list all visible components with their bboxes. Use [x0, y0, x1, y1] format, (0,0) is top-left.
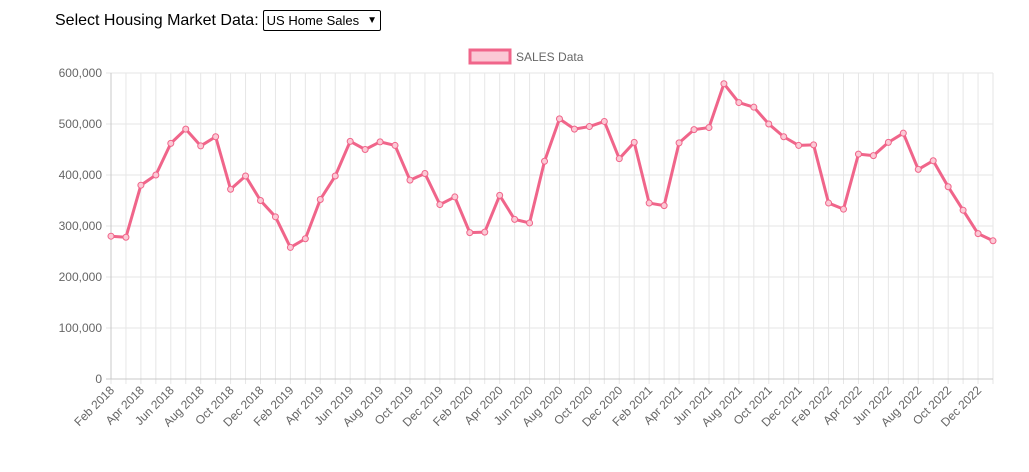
data-point[interactable]: [391, 141, 399, 149]
data-point[interactable]: [152, 171, 160, 179]
y-tick-label: 200,000: [59, 270, 103, 284]
legend-label: SALES Data: [516, 50, 584, 64]
data-point[interactable]: [600, 117, 608, 125]
data-point[interactable]: [107, 232, 115, 240]
data-point[interactable]: [541, 157, 549, 165]
data-point[interactable]: [690, 126, 698, 134]
data-point[interactable]: [914, 165, 922, 173]
data-point[interactable]: [376, 138, 384, 146]
data-point[interactable]: [286, 243, 294, 251]
data-point[interactable]: [406, 176, 414, 184]
y-axis: 0 100,000 200,000 300,000 400,000 500,000 600,…: [59, 66, 103, 386]
data-point[interactable]: [496, 191, 504, 199]
data-point[interactable]: [481, 228, 489, 236]
data-selector: Select Housing Market Data: US Home Sale…: [55, 10, 382, 31]
data-point[interactable]: [301, 235, 309, 243]
data-point[interactable]: [182, 125, 190, 133]
grid: [106, 72, 994, 384]
y-tick-label: 600,000: [59, 66, 103, 80]
series-line: [110, 82, 994, 249]
selected-option: US Home Sales: [266, 13, 360, 28]
data-point[interactable]: [884, 138, 892, 146]
y-tick-label: 100,000: [59, 321, 103, 335]
legend[interactable]: SALES Data: [468, 48, 584, 65]
data-point[interactable]: [899, 129, 907, 137]
data-point[interactable]: [929, 157, 937, 165]
data-point[interactable]: [436, 201, 444, 209]
data-point[interactable]: [780, 133, 788, 141]
y-tick-label: 400,000: [59, 168, 103, 182]
data-point[interactable]: [705, 124, 713, 132]
data-point[interactable]: [137, 181, 145, 189]
data-point[interactable]: [197, 142, 205, 150]
data-point[interactable]: [615, 155, 623, 163]
data-point[interactable]: [361, 146, 369, 153]
data-point[interactable]: [825, 199, 833, 207]
data-point[interactable]: [944, 183, 952, 191]
data-point[interactable]: [660, 202, 668, 210]
data-point[interactable]: [795, 141, 803, 149]
data-point[interactable]: [570, 125, 578, 133]
data-point[interactable]: [750, 103, 758, 111]
data-point[interactable]: [645, 199, 653, 207]
data-point[interactable]: [466, 229, 474, 237]
data-point[interactable]: [316, 195, 324, 203]
legend-swatch: [468, 48, 512, 65]
data-point[interactable]: [840, 205, 848, 213]
data-point[interactable]: [256, 197, 264, 204]
data-point[interactable]: [271, 213, 279, 221]
data-point[interactable]: [331, 172, 339, 180]
chevron-down-icon: ▼: [367, 15, 378, 26]
series-sales: [107, 80, 997, 251]
data-point[interactable]: [242, 172, 250, 180]
data-point[interactable]: [346, 137, 354, 145]
data-point[interactable]: [720, 80, 728, 88]
data-point[interactable]: [974, 230, 982, 238]
data-point[interactable]: [585, 123, 593, 131]
selector-label: Select Housing Market Data:: [55, 11, 259, 29]
data-point[interactable]: [451, 193, 459, 201]
y-tick-label: 300,000: [59, 219, 103, 233]
data-point[interactable]: [122, 233, 130, 241]
data-point[interactable]: [735, 99, 743, 107]
data-point[interactable]: [959, 206, 967, 214]
data-point[interactable]: [765, 120, 773, 128]
data-point[interactable]: [869, 152, 877, 160]
data-point[interactable]: [167, 139, 175, 147]
data-point[interactable]: [421, 169, 429, 177]
data-point[interactable]: [854, 150, 862, 158]
data-point[interactable]: [212, 133, 220, 141]
data-point[interactable]: [526, 219, 534, 227]
data-point[interactable]: [989, 237, 997, 245]
market-data-select[interactable]: US Home Sales ▼: [262, 10, 382, 31]
data-point[interactable]: [555, 115, 563, 123]
y-tick-label: 500,000: [59, 117, 103, 131]
y-tick-label: 0: [95, 372, 102, 386]
data-point[interactable]: [227, 185, 235, 193]
data-point[interactable]: [630, 138, 638, 146]
data-point[interactable]: [675, 139, 683, 147]
data-point[interactable]: [511, 215, 519, 223]
data-point[interactable]: [810, 141, 818, 149]
